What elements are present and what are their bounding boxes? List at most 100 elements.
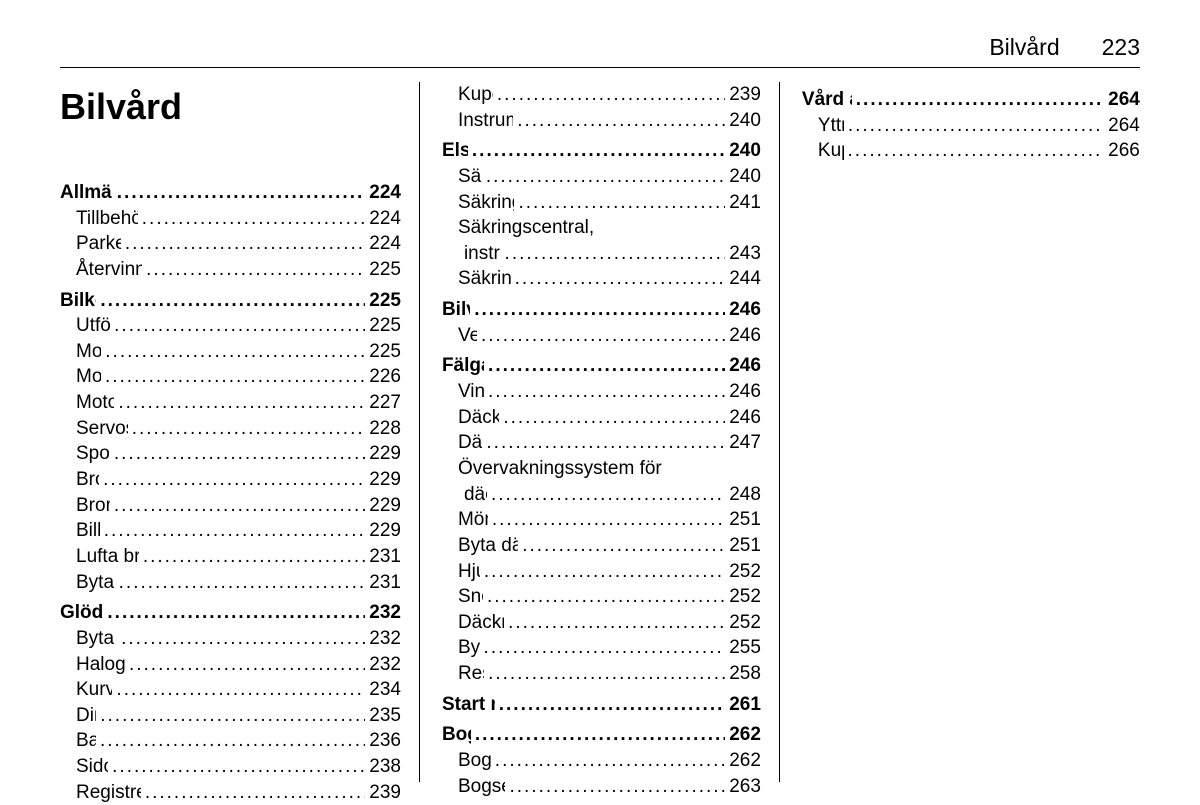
toc-leader xyxy=(518,190,725,216)
toc-label: Däcktryck xyxy=(442,430,482,456)
toc-label: Dimljus xyxy=(60,703,96,729)
toc-entry: Kurvbelysning 234 xyxy=(60,677,401,703)
toc-entry: Återvinning efter bilens livstid225 xyxy=(60,257,401,283)
toc-page: 234 xyxy=(369,677,401,703)
toc-entry: Bogsera en annan bil263 xyxy=(442,774,761,800)
toc-label: Vinterdäck xyxy=(442,379,484,405)
toc-entry: Verktyg246 xyxy=(442,323,761,349)
toc-label: Kurvbelysning xyxy=(60,677,112,703)
toc-entry: Glödlampsbyte232 xyxy=(60,600,401,626)
toc-label: Byta torkarblad xyxy=(60,570,115,596)
toc-entry: Spolarvätska229 xyxy=(60,441,401,467)
toc-leader xyxy=(114,493,365,519)
toc-page: 243 xyxy=(729,241,761,267)
toc-list: Vård av utseendet264Yttre vård264Kupévår… xyxy=(802,87,1140,164)
toc-page: 224 xyxy=(369,206,401,232)
header-chapter-title: Bilvård xyxy=(989,34,1059,61)
toc-page: 239 xyxy=(729,82,761,108)
toc-label: Säkringar xyxy=(442,164,482,190)
toc-page: 229 xyxy=(369,441,401,467)
toc-leader xyxy=(492,507,725,533)
toc-leader xyxy=(145,780,365,805)
toc-label: Bogsering xyxy=(442,722,471,748)
toc-label: Parkering av bilen xyxy=(60,231,121,257)
toc-page: 255 xyxy=(729,635,761,661)
toc-entry: Yttre vård264 xyxy=(802,113,1140,139)
toc-leader xyxy=(146,257,365,283)
toc-list: Kupébelysning239Instrumentpanelbelysning… xyxy=(442,82,761,799)
toc-leader xyxy=(472,138,725,164)
header-page-number: 223 xyxy=(1102,34,1140,61)
toc-leader xyxy=(142,206,365,232)
toc-page: 251 xyxy=(729,507,761,533)
toc-leader xyxy=(484,635,726,661)
toc-page: 248 xyxy=(729,482,761,508)
toc-entry: Bakljus236 xyxy=(60,728,401,754)
toc-page: 252 xyxy=(729,610,761,636)
toc-entry: Vård av utseendet264 xyxy=(802,87,1140,113)
toc-entry: Byta glödlampor232 xyxy=(60,626,401,652)
toc-page: 246 xyxy=(729,353,761,379)
toc-leader xyxy=(491,482,725,508)
toc-leader xyxy=(505,241,726,267)
toc-entry: Vinterdäck246 xyxy=(442,379,761,405)
toc-page: 229 xyxy=(369,493,401,519)
toc-entry: Elsystem240 xyxy=(442,138,761,164)
toc-entry: Tillbehör och bilmodifiering224 xyxy=(60,206,401,232)
toc-label: Allmän information xyxy=(60,180,113,206)
toc-leader xyxy=(848,113,1104,139)
toc-leader xyxy=(100,728,365,754)
toc-leader xyxy=(487,584,725,610)
page-header: Bilvård 223 xyxy=(60,34,1140,68)
toc-label: Bromsar xyxy=(60,467,99,493)
toc-entry: Säkringscentral, xyxy=(442,215,761,241)
toc-entry: Utföra arbete225 xyxy=(60,313,401,339)
toc-label: Motorolja xyxy=(60,364,101,390)
toc-leader xyxy=(522,533,725,559)
toc-label: Instrumentpanelbelysning xyxy=(442,108,513,134)
toc-entry: Bilbatteri229 xyxy=(60,518,401,544)
toc-leader xyxy=(114,313,365,339)
toc-leader xyxy=(118,390,365,416)
toc-leader xyxy=(474,297,725,323)
toc-page: 238 xyxy=(369,754,401,780)
toc-leader xyxy=(105,364,365,390)
toc-entry: Bilverktyg246 xyxy=(442,297,761,323)
toc-entry: Säkringar240 xyxy=(442,164,761,190)
toc-label: Kupévård xyxy=(802,138,844,164)
toc-label: Lufta bränslesystem, diesel xyxy=(60,544,139,570)
toc-leader xyxy=(486,164,725,190)
toc-leader xyxy=(499,692,725,718)
toc-label: Bakljus xyxy=(60,728,96,754)
toc-columns: Bilvård Allmän information224Tillbehör o… xyxy=(60,82,1140,782)
toc-label: Halogenstrålkastare xyxy=(60,652,125,678)
toc-page: 224 xyxy=(369,231,401,257)
toc-entry: Fälgar och däck246 xyxy=(442,353,761,379)
toc-leader xyxy=(481,323,725,349)
toc-leader xyxy=(117,180,365,206)
toc-entry: Däckbeteckningar246 xyxy=(442,405,761,431)
toc-page: 228 xyxy=(369,416,401,442)
toc-entry: Registreringsskyltsbelysning239 xyxy=(60,780,401,805)
toc-label: Reservhjul xyxy=(442,661,484,687)
toc-label: Elsystem xyxy=(442,138,468,164)
toc-leader xyxy=(475,722,725,748)
toc-label: Byta däck och fälgdimension xyxy=(442,533,518,559)
toc-entry: Bogsera bilen262 xyxy=(442,748,761,774)
toc-leader xyxy=(132,416,366,442)
toc-page: 239 xyxy=(369,780,401,805)
toc-leader xyxy=(114,441,365,467)
toc-entry: Mönsterdjup251 xyxy=(442,507,761,533)
toc-page: 225 xyxy=(369,257,401,283)
toc-entry: Instrumentpanelbelysning240 xyxy=(442,108,761,134)
toc-page: 229 xyxy=(369,467,401,493)
toc-leader xyxy=(497,82,725,108)
toc-entry: Bromsar 229 xyxy=(60,467,401,493)
toc-leader xyxy=(119,570,366,596)
toc-label: Motorhuv xyxy=(60,339,101,365)
toc-leader xyxy=(100,288,365,314)
toc-leader xyxy=(488,661,725,687)
toc-page: 247 xyxy=(729,430,761,456)
toc-leader xyxy=(107,600,365,626)
toc-label: Säkringscentral, motorrum xyxy=(442,190,515,216)
